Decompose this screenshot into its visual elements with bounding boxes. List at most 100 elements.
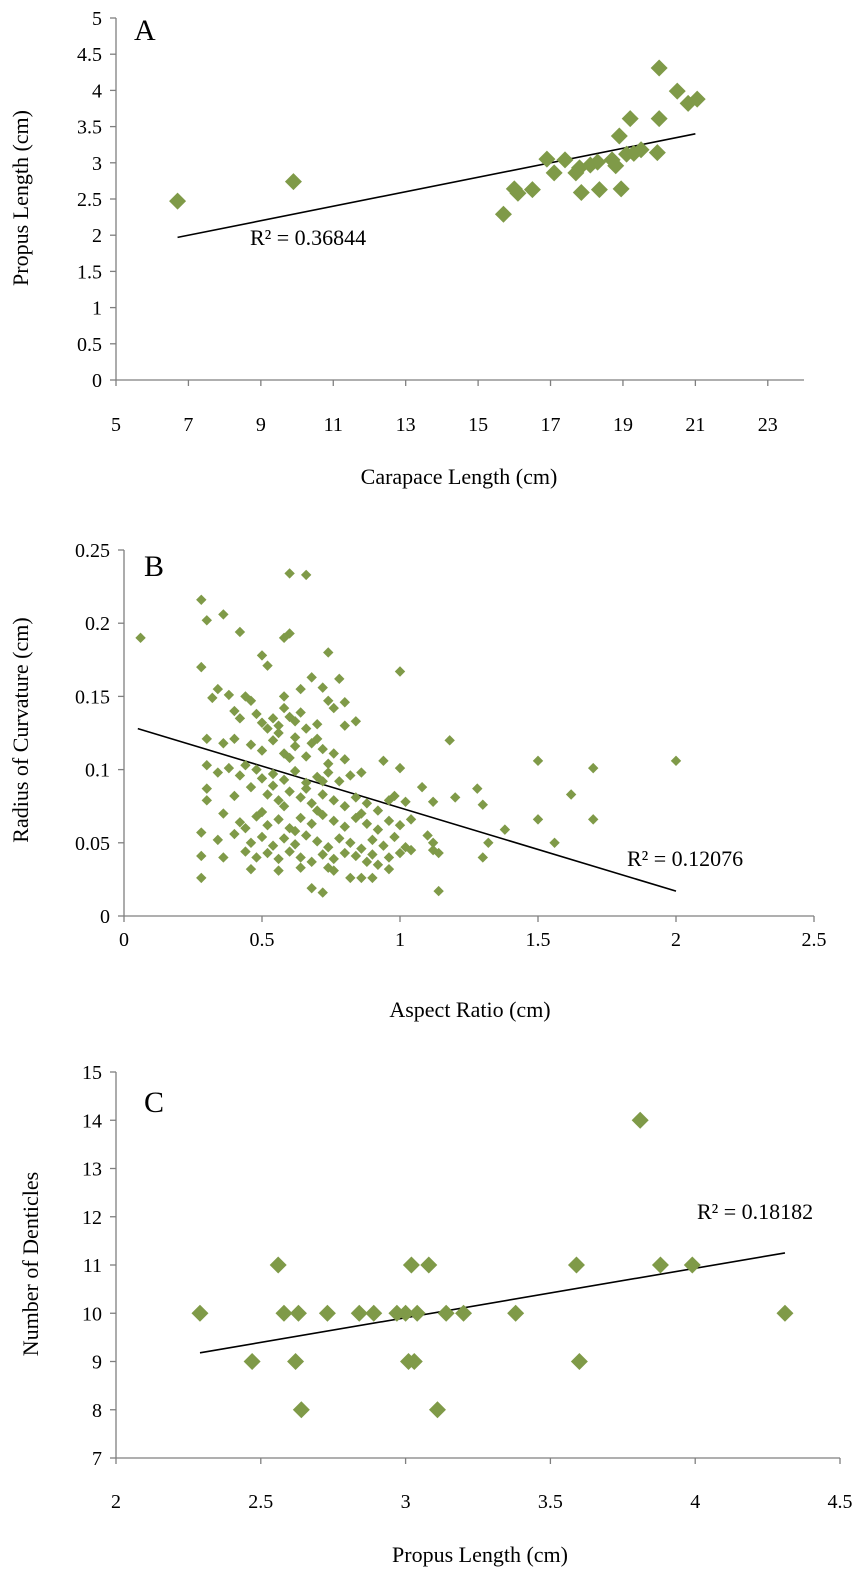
- data-point: [289, 740, 301, 752]
- data-point: [312, 733, 323, 745]
- data-point: [273, 795, 284, 806]
- data-point: [631, 1111, 649, 1129]
- data-point: [367, 872, 378, 884]
- data-point: [295, 862, 306, 873]
- data-point: [306, 882, 317, 894]
- data-point: [218, 609, 229, 620]
- x-tick-label: 1: [395, 929, 405, 951]
- data-point: [361, 856, 373, 868]
- data-point: [437, 1304, 455, 1322]
- data-point: [323, 647, 334, 658]
- data-point: [273, 865, 284, 876]
- data-point: [588, 762, 599, 774]
- data-point: [632, 141, 650, 159]
- data-point: [240, 691, 251, 702]
- data-point: [356, 843, 367, 854]
- data-point: [356, 767, 367, 778]
- data-point: [267, 840, 279, 851]
- data-point: [334, 673, 345, 685]
- data-point: [397, 1304, 415, 1322]
- x-tick-label: 3: [401, 1491, 411, 1513]
- data-point: [538, 150, 556, 168]
- data-point: [317, 789, 328, 800]
- data-point: [256, 650, 268, 661]
- data-point: [262, 660, 273, 671]
- data-point: [688, 90, 706, 108]
- data-point: [345, 872, 356, 884]
- y-tick-label: 0: [92, 370, 102, 392]
- data-point: [273, 853, 284, 865]
- y-tick-label: 10: [82, 1303, 102, 1325]
- data-point: [378, 840, 389, 851]
- data-point: [245, 837, 257, 848]
- data-point: [509, 184, 527, 202]
- y-axis-title: Propus Length (cm): [8, 110, 33, 286]
- data-point: [383, 852, 395, 863]
- x-axis-title: Carapace Length (cm): [361, 464, 558, 489]
- data-point: [328, 795, 339, 806]
- y-tick-label: 8: [92, 1400, 102, 1422]
- data-point: [483, 837, 494, 848]
- data-point: [350, 1304, 368, 1322]
- data-point: [345, 770, 356, 781]
- data-point: [240, 822, 251, 834]
- data-point: [306, 856, 317, 868]
- data-point: [196, 661, 207, 673]
- data-point: [565, 789, 577, 800]
- data-point: [201, 615, 212, 626]
- x-tick-label: 17: [541, 414, 561, 436]
- y-tick-label: 3: [92, 153, 102, 175]
- data-point: [278, 774, 290, 786]
- data-point: [402, 1256, 420, 1274]
- data-point: [323, 841, 334, 853]
- data-point: [229, 828, 240, 840]
- data-point: [256, 773, 268, 784]
- x-tick-label: 1.5: [526, 929, 551, 951]
- data-point: [278, 748, 290, 759]
- data-point: [339, 720, 350, 731]
- y-tick-label: 2: [92, 225, 102, 247]
- data-point: [229, 733, 240, 745]
- data-point: [240, 760, 251, 771]
- data-point: [300, 723, 312, 734]
- data-point: [273, 814, 284, 825]
- data-point: [207, 692, 218, 704]
- data-point: [312, 771, 323, 783]
- x-tick-label: 0.5: [250, 929, 275, 951]
- data-point: [295, 683, 306, 695]
- data-point: [651, 1256, 669, 1274]
- data-point: [196, 594, 207, 605]
- data-point: [312, 719, 323, 730]
- data-point: [455, 1304, 473, 1322]
- data-point: [365, 1304, 383, 1322]
- data-point: [572, 183, 590, 201]
- data-point: [196, 827, 207, 838]
- data-point: [289, 732, 301, 743]
- r-squared-label: R² = 0.12076: [627, 846, 743, 871]
- data-point: [278, 691, 290, 702]
- data-point: [588, 814, 599, 825]
- data-point: [356, 808, 367, 819]
- data-point: [650, 59, 668, 77]
- data-point: [668, 82, 686, 100]
- data-point: [378, 755, 389, 767]
- data-point: [289, 1304, 307, 1322]
- data-point: [251, 852, 262, 863]
- x-tick-label: 7: [183, 414, 193, 436]
- y-tick-label: 0.05: [75, 833, 110, 855]
- data-point: [422, 830, 433, 841]
- data-point: [477, 799, 488, 810]
- data-point: [621, 110, 639, 128]
- data-point: [532, 814, 544, 825]
- data-point: [201, 795, 212, 806]
- data-point: [389, 790, 400, 802]
- data-point: [570, 1353, 588, 1370]
- y-axis-title: Radius of Curvature (cm): [8, 617, 33, 842]
- data-point: [427, 796, 439, 808]
- data-point: [339, 754, 350, 765]
- data-point: [240, 846, 251, 857]
- y-tick-label: 5: [92, 8, 102, 30]
- data-point: [251, 708, 262, 720]
- x-tick-label: 9: [256, 414, 266, 436]
- data-point: [494, 205, 512, 223]
